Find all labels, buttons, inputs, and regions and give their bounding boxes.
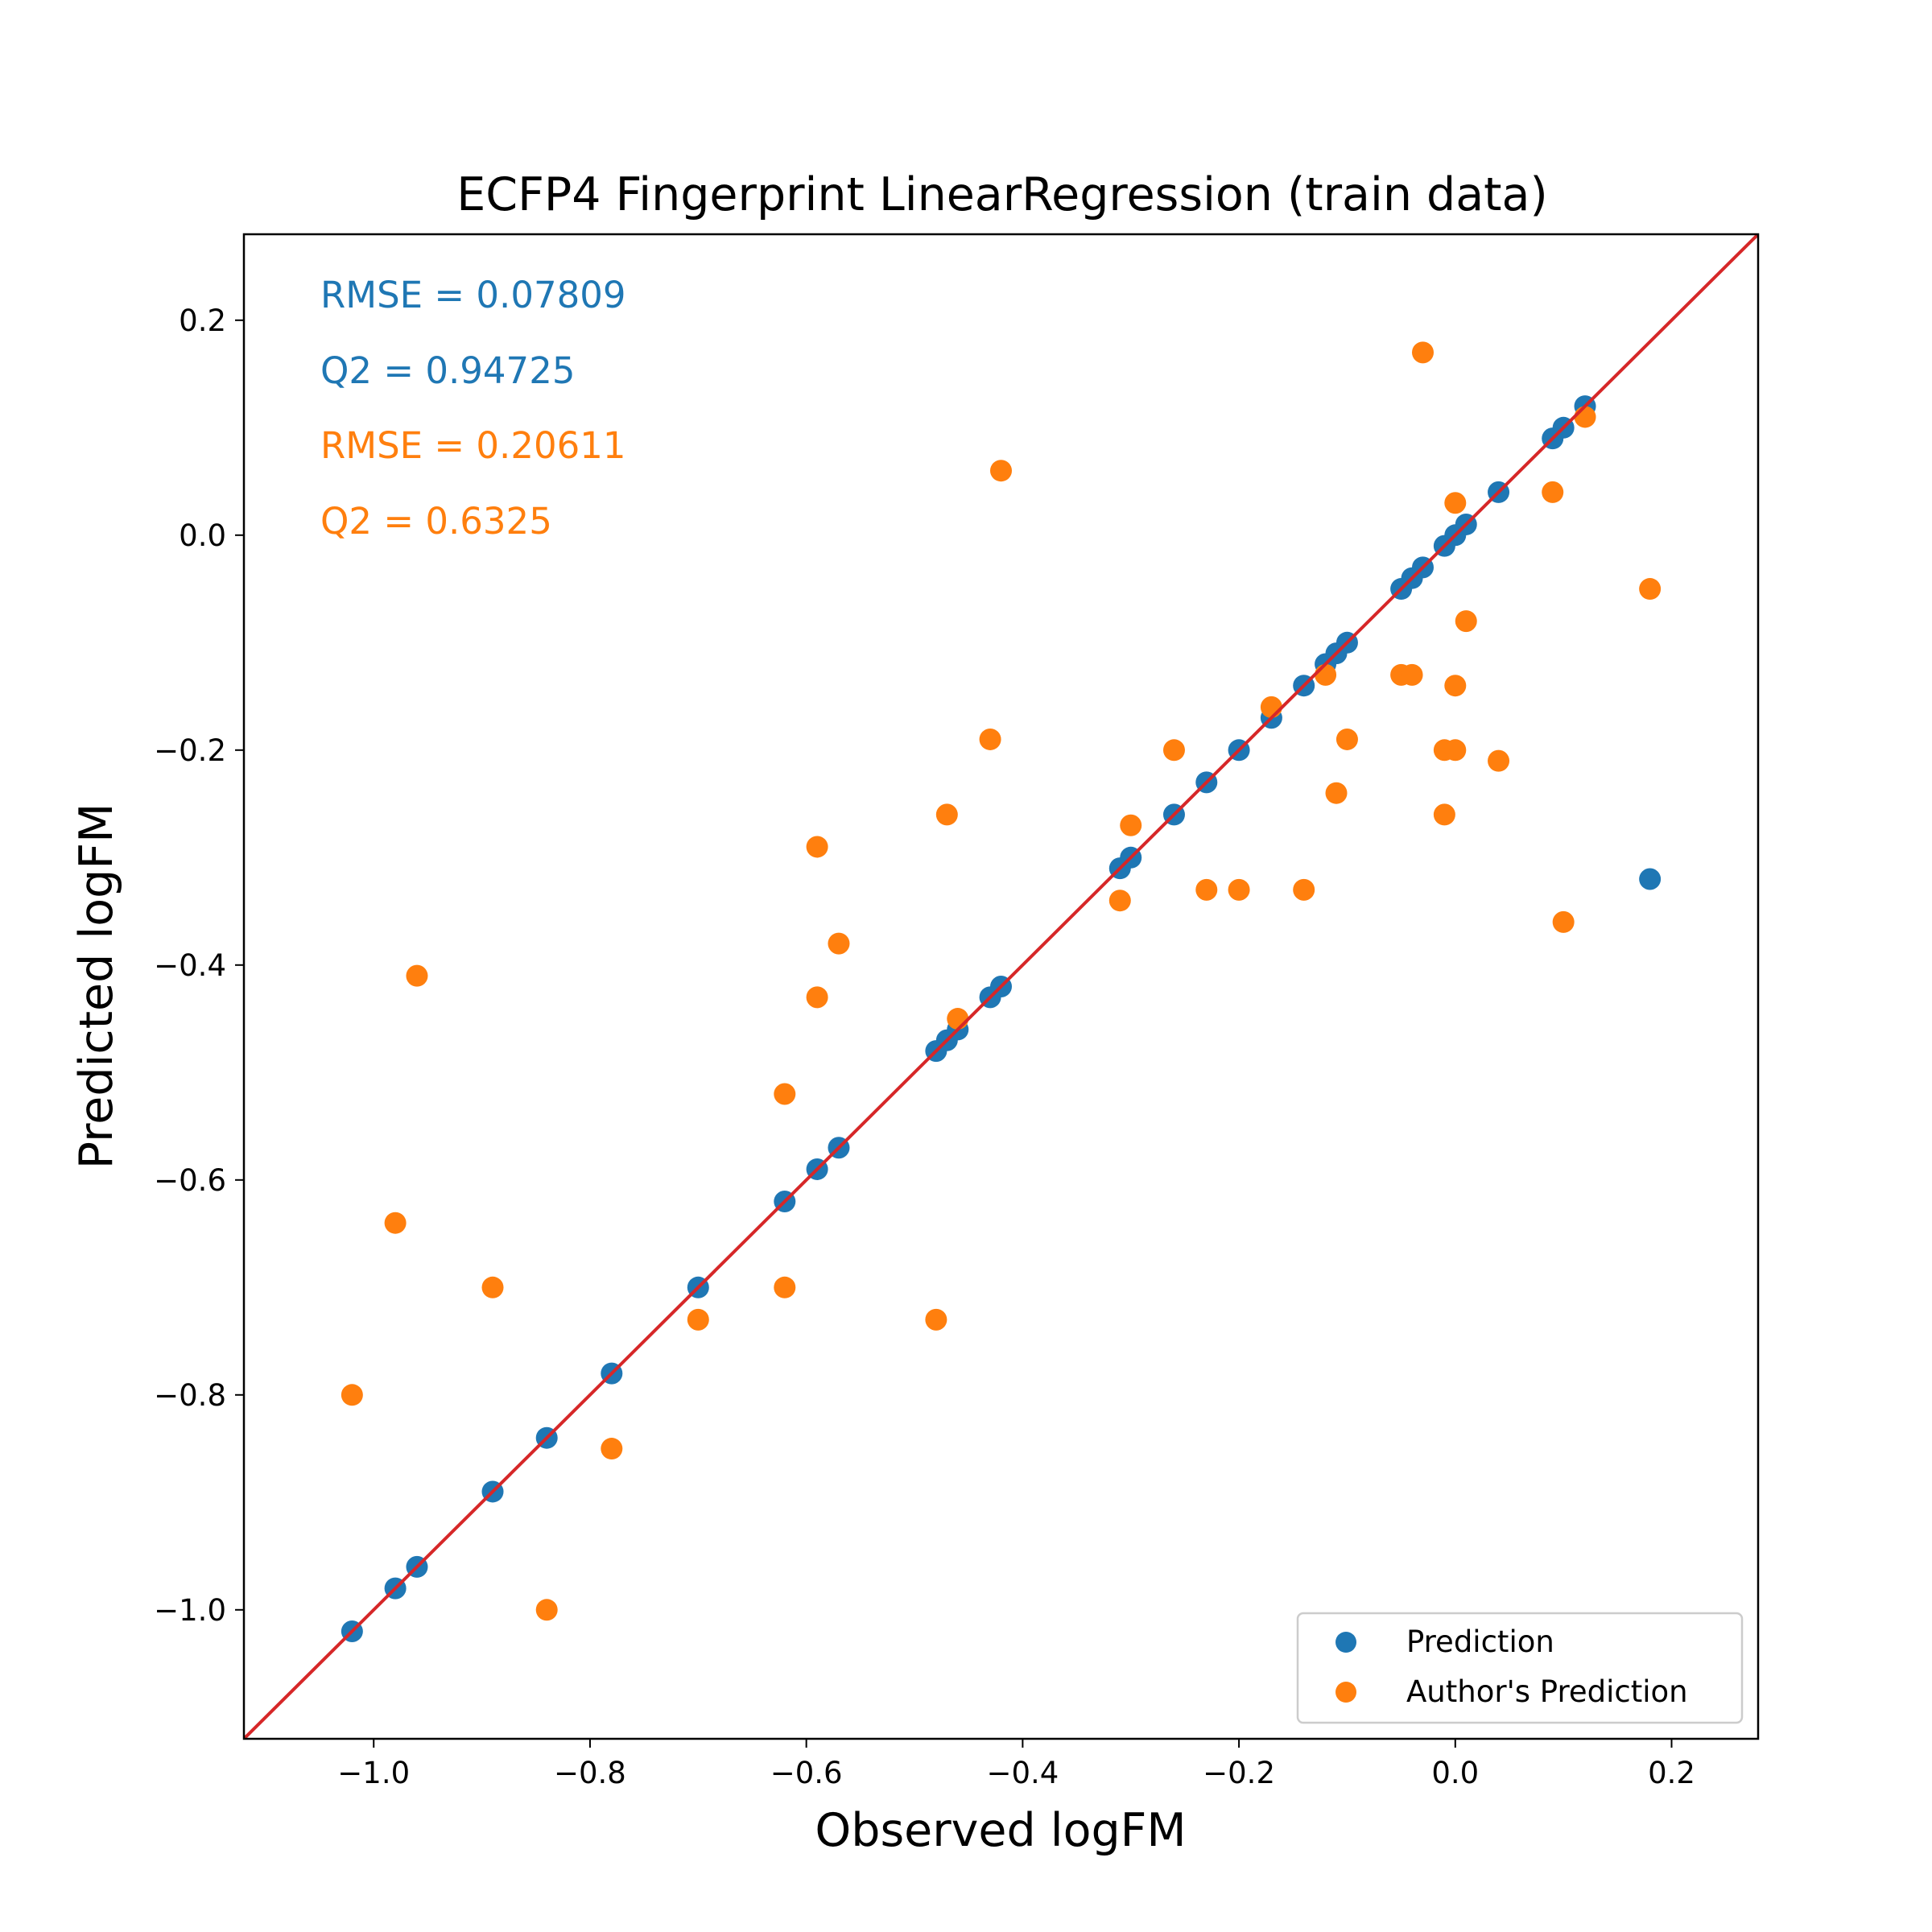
series-1-point-40 xyxy=(1639,578,1662,601)
y-tick-label-5: 0.0 xyxy=(179,518,226,553)
series-1-point-16 xyxy=(990,460,1012,482)
series-1-point-3 xyxy=(481,1276,504,1298)
series-1-point-17 xyxy=(1108,890,1131,912)
identity-line xyxy=(244,234,1758,1739)
series-1-point-29 xyxy=(1411,341,1434,364)
series-1-point-37 xyxy=(1542,481,1564,503)
y-tick-label-3: −0.4 xyxy=(154,948,226,983)
annotation-author-rmse: RMSE = 0.20611 xyxy=(320,424,626,467)
series-1-point-24 xyxy=(1315,663,1337,686)
legend: Prediction Author's Prediction xyxy=(1296,1612,1744,1724)
series-1-point-5 xyxy=(601,1438,623,1460)
x-tick-label-4: −0.2 xyxy=(1203,1756,1275,1790)
series-1-point-32 xyxy=(1444,492,1467,514)
series-1-point-33 xyxy=(1444,675,1467,697)
x-tick-label-6: 0.2 xyxy=(1648,1756,1695,1790)
x-tick-label-1: −0.8 xyxy=(554,1756,626,1790)
series-1-point-2 xyxy=(406,964,428,987)
y-tick-label-0: −1.0 xyxy=(154,1593,226,1628)
series-1-point-35 xyxy=(1455,610,1477,633)
x-tick-label-5: 0.0 xyxy=(1431,1756,1479,1790)
legend-marker-author-prediction xyxy=(1335,1682,1356,1703)
series-1-point-23 xyxy=(1293,878,1315,901)
legend-label-author-prediction: Author's Prediction xyxy=(1406,1674,1688,1709)
series-1-point-4 xyxy=(535,1599,558,1621)
series-1-point-36 xyxy=(1488,749,1510,772)
series-1-point-8 xyxy=(774,1276,796,1298)
series-1-point-20 xyxy=(1195,878,1218,901)
y-axis-label: Predicted logFM xyxy=(70,803,123,1170)
plot-frame xyxy=(242,233,1760,1740)
series-1-point-13 xyxy=(935,803,958,826)
y-tick-label-2: −0.6 xyxy=(154,1163,226,1198)
series-1-point-38 xyxy=(1552,910,1575,933)
series-1-point-31 xyxy=(1433,803,1455,826)
legend-marker-prediction xyxy=(1335,1632,1356,1653)
x-axis-label: Observed logFM xyxy=(815,1804,1186,1857)
series-1-point-9 xyxy=(806,836,828,858)
x-tick-label-2: −0.6 xyxy=(770,1756,843,1790)
series-1-point-10 xyxy=(806,986,828,1009)
y-tick-label-4: −0.2 xyxy=(154,733,226,768)
metrics-annotations: RMSE = 0.07809 Q2 = 0.94725 RMSE = 0.206… xyxy=(320,274,626,543)
series-1-point-21 xyxy=(1228,878,1250,901)
legend-label-prediction: Prediction xyxy=(1406,1624,1554,1659)
annotation-prediction-rmse: RMSE = 0.07809 xyxy=(320,274,626,316)
series-1-point-0 xyxy=(341,1384,363,1406)
series-1-point-7 xyxy=(774,1083,796,1105)
x-tick-label-0: −1.0 xyxy=(337,1756,410,1790)
series-1-point-18 xyxy=(1120,814,1142,836)
annotation-prediction-q2: Q2 = 0.94725 xyxy=(320,349,575,392)
annotation-author-q2: Q2 = 0.6325 xyxy=(320,500,552,543)
x-axis-ticks: −1.0 −0.8 −0.6 −0.4 −0.2 0.0 0.2 xyxy=(337,1739,1695,1790)
series-1-point-6 xyxy=(687,1308,709,1331)
y-axis-ticks: −1.0 −0.8 −0.6 −0.4 −0.2 0.0 0.2 xyxy=(154,303,244,1628)
y-tick-label-6: 0.2 xyxy=(179,303,226,338)
series-1-point-28 xyxy=(1401,663,1423,686)
series-1-point-15 xyxy=(979,728,1001,750)
series-1-point-34 xyxy=(1444,739,1467,762)
series-1-point-25 xyxy=(1325,782,1348,804)
series-1-point-14 xyxy=(947,1008,969,1030)
x-tick-label-3: −0.4 xyxy=(986,1756,1059,1790)
series-1-point-26 xyxy=(1335,728,1358,750)
chart-title: ECFP4 Fingerprint LinearRegression (trai… xyxy=(456,168,1547,221)
series-1-point-19 xyxy=(1162,739,1185,762)
reference-line-layer xyxy=(244,234,1758,1739)
series-1-point-39 xyxy=(1574,406,1596,428)
series-1-point-12 xyxy=(925,1308,947,1331)
series-1-point-11 xyxy=(828,932,850,955)
series-1-point-22 xyxy=(1260,696,1282,718)
y-tick-label-1: −0.8 xyxy=(154,1378,226,1413)
legend-box xyxy=(1296,1612,1744,1724)
series-1-point-1 xyxy=(384,1212,407,1234)
series-0-point-35 xyxy=(1639,868,1662,890)
